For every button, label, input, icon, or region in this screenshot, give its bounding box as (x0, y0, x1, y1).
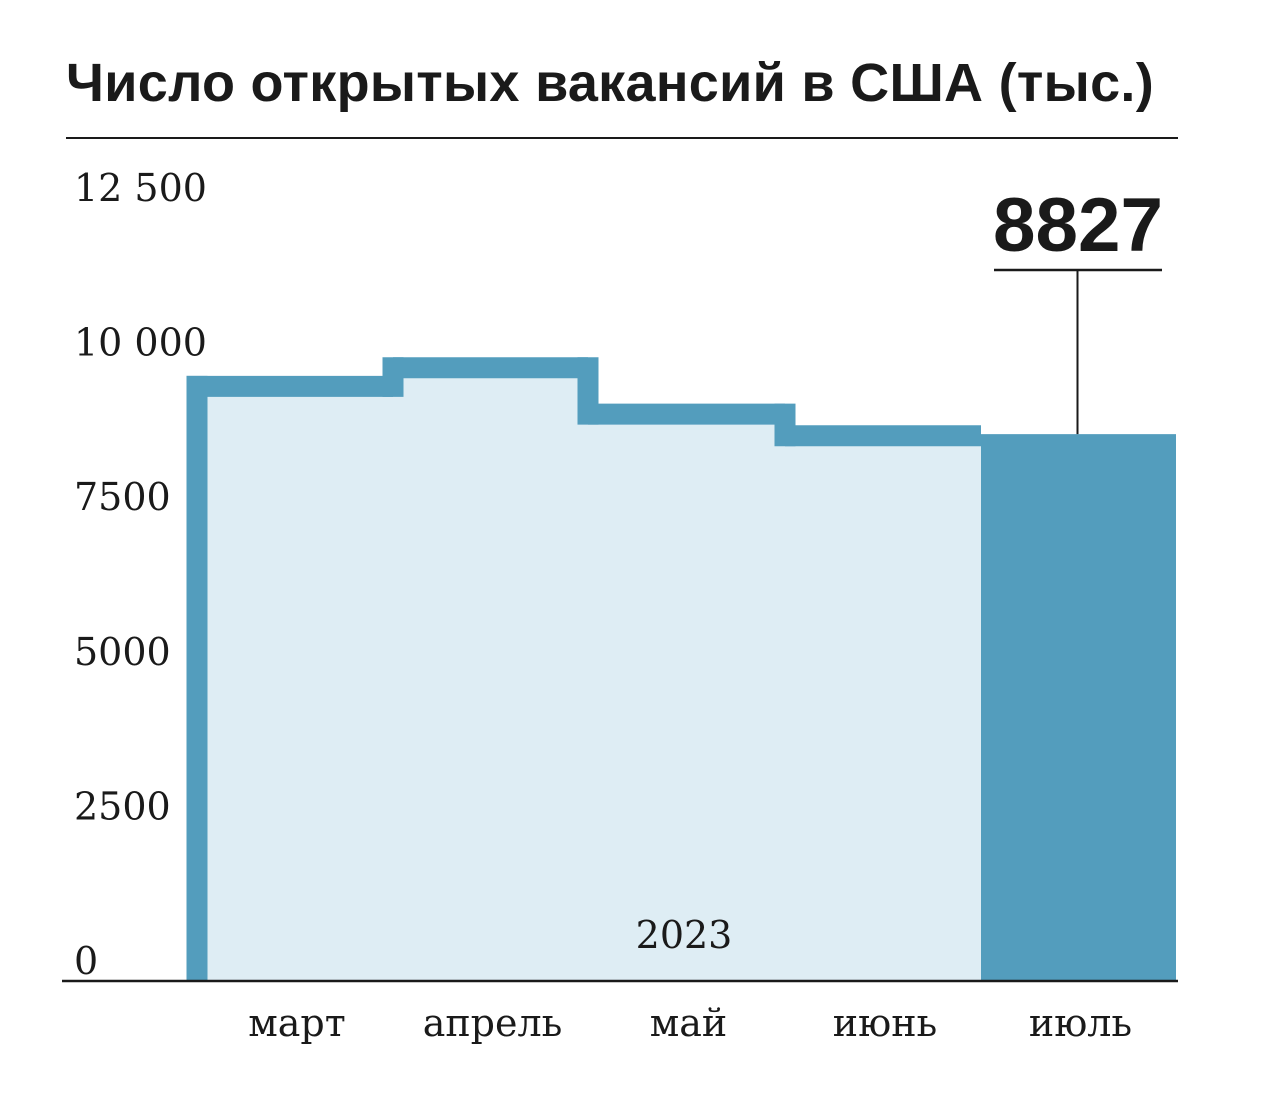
x-tick-label: май (650, 1001, 728, 1045)
x-tick-label: июль (1029, 1001, 1132, 1045)
plot-area (186, 357, 1176, 980)
y-tick-label: 5000 (74, 630, 171, 674)
x-tick-label: март (248, 1001, 346, 1045)
y-tick-label: 2500 (74, 784, 171, 828)
x-axis: март апрель май июнь июль 2023 (62, 913, 1178, 1045)
y-tick-label: 7500 (74, 475, 171, 519)
area-fill (197, 367, 981, 980)
chart-title: Число открытых вакансий в США (тыс.) (66, 53, 1155, 113)
y-tick-label: 10 000 (74, 321, 207, 365)
year-label: 2023 (636, 913, 733, 957)
y-tick-label: 0 (74, 939, 98, 983)
bar-highlight (981, 434, 1176, 980)
y-tick-label: 12 500 (74, 166, 207, 210)
highlight-callout: 8827 (993, 183, 1163, 435)
y-axis: 0 2500 5000 7500 10 000 12 500 (74, 166, 207, 983)
title-rule (66, 137, 1178, 139)
x-tick-label: апрель (423, 1001, 563, 1045)
highlight-value-label: 8827 (993, 183, 1163, 268)
x-tick-label: июнь (833, 1001, 937, 1045)
